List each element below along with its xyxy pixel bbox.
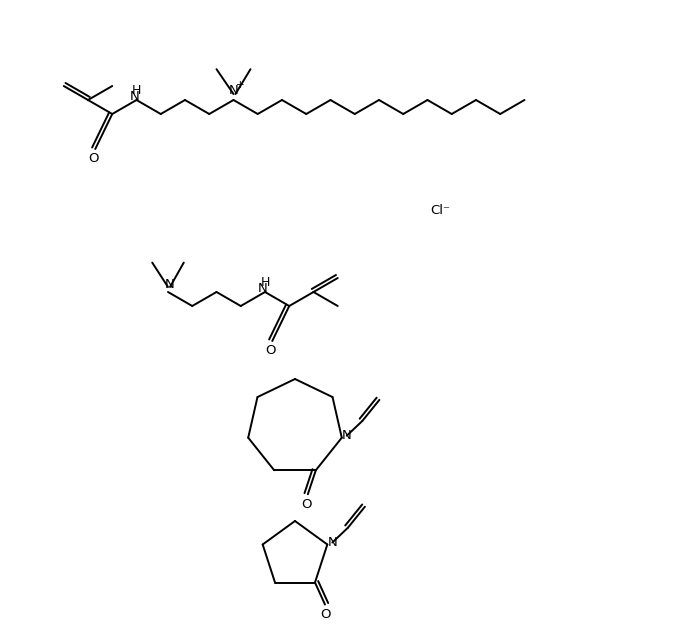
Text: N: N [165, 277, 175, 290]
Text: N: N [342, 429, 352, 442]
Text: Cl⁻: Cl⁻ [430, 203, 450, 217]
Text: H: H [132, 83, 141, 97]
Text: O: O [88, 152, 98, 164]
Text: N: N [130, 90, 140, 102]
Text: H: H [260, 276, 269, 288]
Text: N: N [327, 536, 337, 549]
Text: N: N [229, 84, 239, 98]
Text: +: + [236, 80, 245, 90]
Text: N: N [258, 281, 268, 295]
Text: O: O [321, 608, 332, 621]
Text: O: O [265, 344, 276, 356]
Text: O: O [302, 498, 312, 511]
